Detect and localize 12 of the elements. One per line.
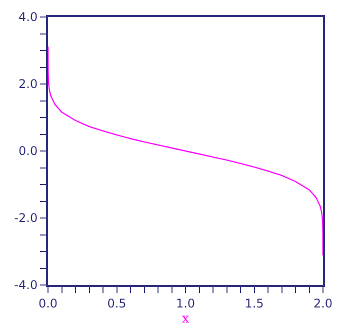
y-tick-label: 0.0 bbox=[18, 144, 38, 158]
y-tick-label: -2.0 bbox=[14, 211, 38, 226]
y-tick-label: 4.0 bbox=[18, 10, 38, 24]
x-tick-label: 1.0 bbox=[176, 296, 196, 310]
y-tick-label: -4.0 bbox=[14, 278, 38, 292]
line-series bbox=[48, 46, 323, 256]
y-tick-label: 2.0 bbox=[18, 77, 38, 92]
x-axis-title: x bbox=[182, 312, 190, 326]
x-tick-label: 1.5 bbox=[244, 296, 264, 310]
x-tick-label: 2.0 bbox=[313, 296, 333, 310]
x-tick-label: 0.5 bbox=[107, 296, 126, 310]
x-tick-label: 0.0 bbox=[38, 296, 58, 310]
